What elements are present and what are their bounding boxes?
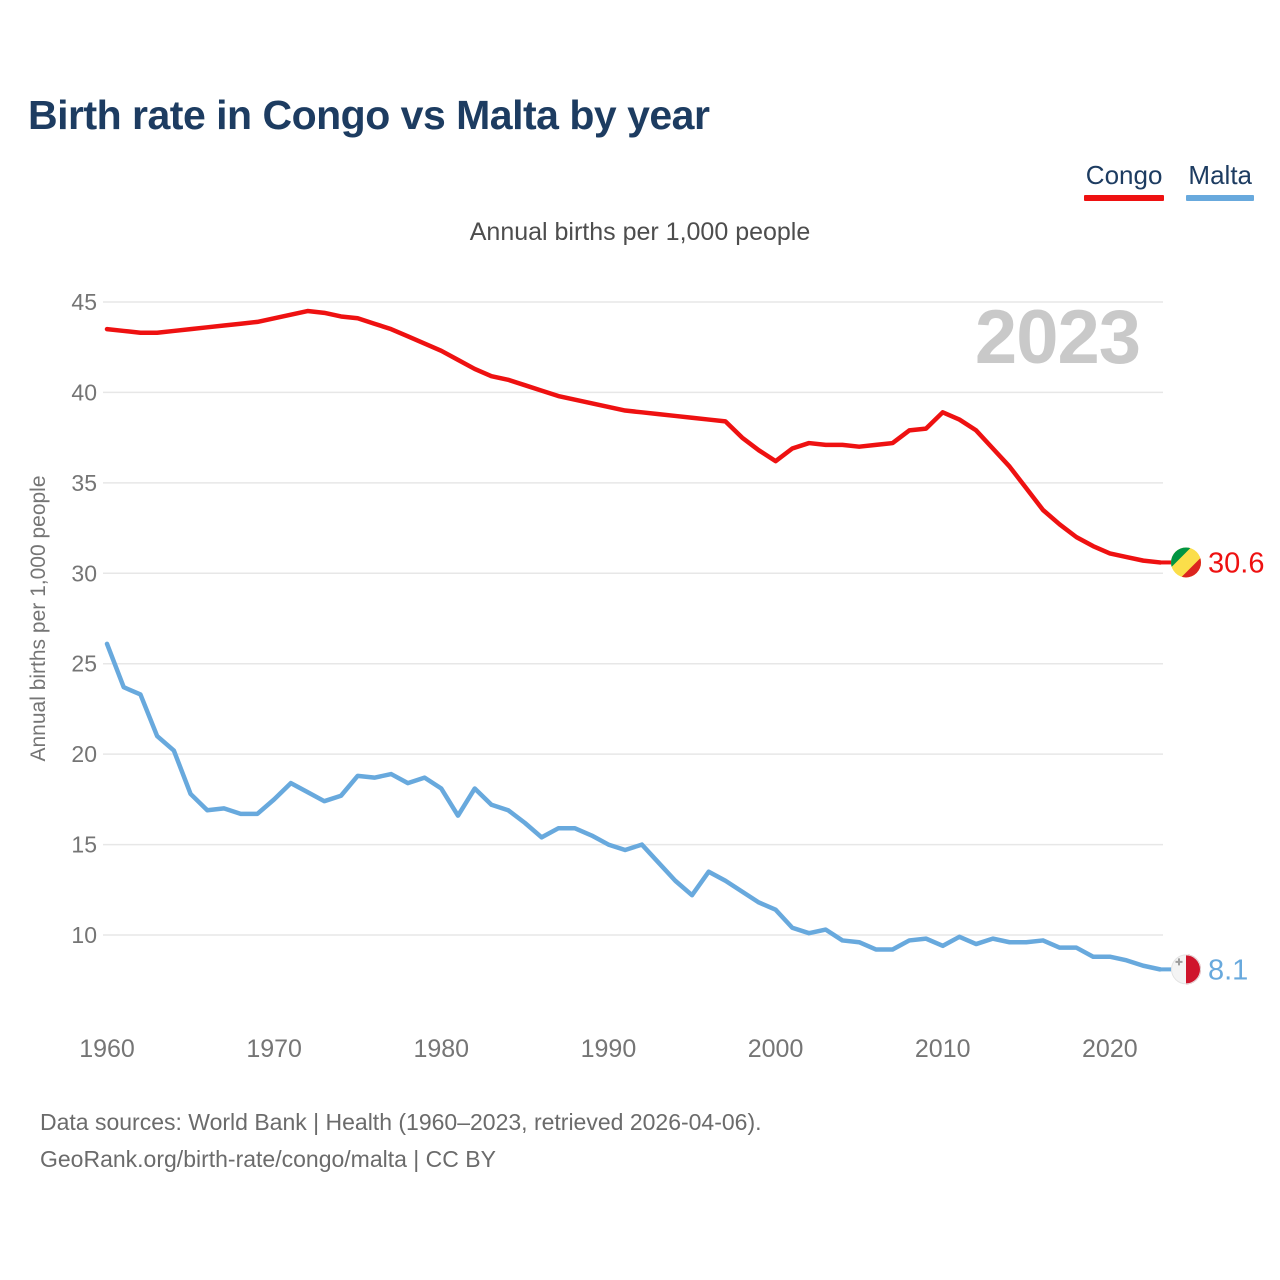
x-tick-label-1960: 1960 [79,1035,135,1063]
legend-label-congo: Congo [1085,160,1163,190]
y-tick-label-20: 20 [71,741,97,767]
x-tick-label-2010: 2010 [915,1035,971,1063]
x-tick-label-1970: 1970 [246,1035,302,1063]
congo-end-label: 30.6 [1208,547,1264,579]
series-line-congo [104,308,1163,565]
malta-flag-icon [1171,954,1201,985]
y-tick-label-40: 40 [71,379,97,405]
y-tick-label-15: 15 [71,832,97,858]
y-tick-label-10: 10 [71,922,97,948]
legend-label-malta: Malta [1188,160,1252,190]
y-tick-label-25: 25 [71,651,97,677]
watermark-year: 2023 [975,295,1140,380]
legend-color-bar-malta [1186,195,1254,201]
footer-attribution: GeoRank.org/birth-rate/congo/malta | CC … [40,1146,496,1172]
x-tick-label-2000: 2000 [748,1035,804,1063]
y-axis-title: Annual births per 1,000 people [27,475,50,761]
malta-end-label: 8.1 [1208,954,1248,986]
y-tick-label-30: 30 [71,560,97,586]
y-tick-label-35: 35 [71,470,97,496]
x-tick-label-1980: 1980 [413,1035,469,1063]
chart-subtitle: Annual births per 1,000 people [469,218,811,246]
footer-sources: Data sources: World Bank | Health (1960–… [40,1109,762,1135]
page-title: Birth rate in Congo vs Malta by year [28,92,710,138]
congo-flag-icon [1171,547,1201,578]
legend-color-bar-congo [1083,195,1165,201]
footer: Data sources: World Bank | Health (1960–… [40,1104,762,1178]
legend-item-malta[interactable]: Malta [1186,160,1254,201]
series-line-malta [104,641,1163,972]
x-tick-label-1990: 1990 [581,1035,637,1063]
x-tick-label-2020: 2020 [1082,1035,1138,1063]
y-tick-label-45: 45 [71,289,97,315]
legend: Congo Malta [1083,160,1254,201]
legend-item-congo[interactable]: Congo [1083,160,1165,201]
